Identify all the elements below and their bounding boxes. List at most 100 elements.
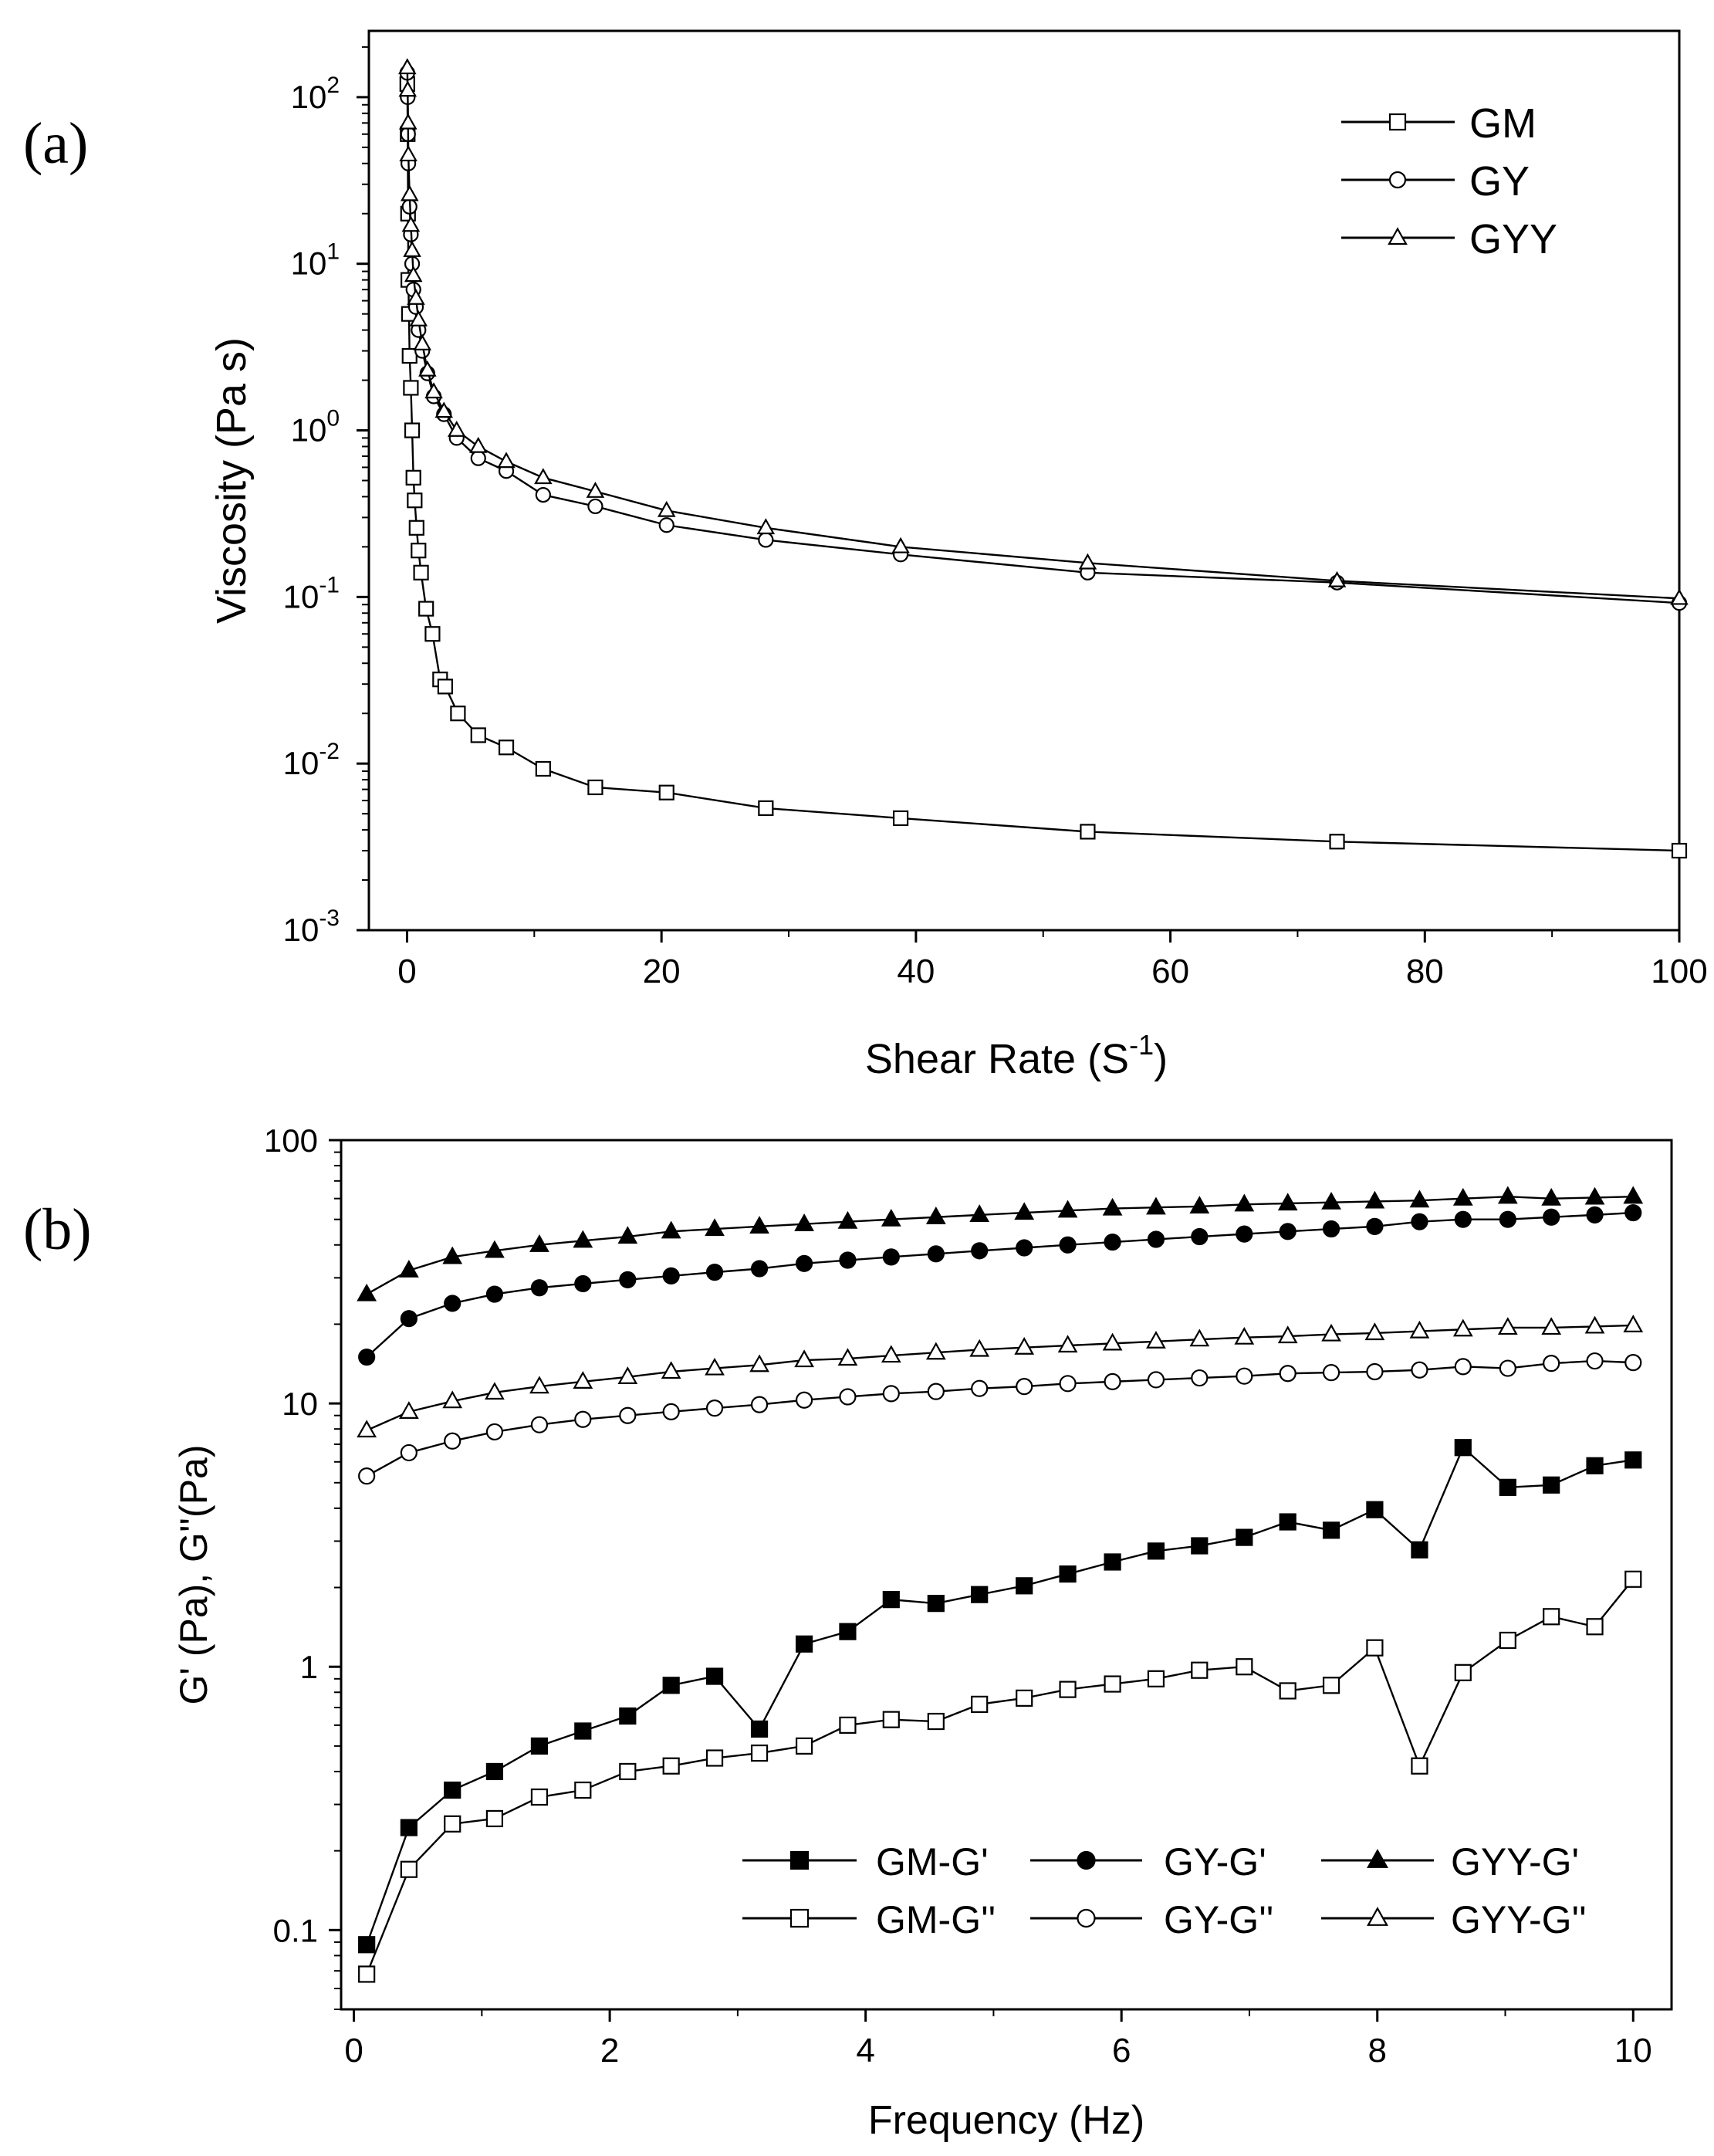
data-point — [413, 564, 429, 580]
data-point — [705, 1264, 724, 1281]
legend-label: GYY — [1469, 216, 1557, 262]
data-point — [1014, 1202, 1035, 1220]
series-line — [366, 1359, 1634, 1477]
data-point — [398, 1260, 419, 1278]
series-gm-gp — [358, 1439, 1642, 1954]
y-tick-label: 101 — [291, 239, 340, 282]
data-point — [971, 1586, 989, 1603]
data-point — [1191, 1661, 1209, 1679]
data-point — [573, 1371, 593, 1389]
legend: GM-G' GY-G' GYY-G' GM-G'' GY-G'' GYY-G'' — [742, 1840, 1587, 1941]
data-point — [1322, 1677, 1340, 1694]
legend-label: GY — [1469, 158, 1530, 205]
panel-label-a: (a) — [23, 111, 89, 176]
data-point — [1189, 1196, 1210, 1213]
data-point — [574, 1722, 592, 1740]
x-tick-label: 0 — [397, 953, 416, 990]
data-point — [1409, 1320, 1430, 1339]
data-point — [498, 740, 515, 756]
data-point — [444, 1781, 461, 1799]
data-point — [617, 1366, 638, 1384]
data-point — [705, 1749, 724, 1767]
data-point — [795, 1391, 813, 1409]
data-point — [891, 536, 910, 553]
data-point — [1452, 1318, 1473, 1337]
data-point — [1411, 1213, 1428, 1230]
data-point — [1279, 1365, 1296, 1383]
data-point — [657, 500, 676, 517]
data-point — [411, 543, 427, 559]
x-tick-label: 4 — [856, 2032, 874, 2070]
data-point — [1016, 1239, 1033, 1257]
data-point — [1499, 1478, 1516, 1496]
data-point — [1059, 1375, 1077, 1393]
data-point — [619, 1406, 637, 1424]
data-point — [1102, 1197, 1123, 1216]
data-point — [971, 1695, 989, 1713]
x-tick-label: 80 — [1406, 953, 1444, 990]
data-point — [1059, 1236, 1077, 1254]
series-line — [406, 73, 1680, 604]
data-point — [1497, 1186, 1518, 1204]
series-gy-gp — [358, 1203, 1642, 1366]
data-point — [1147, 1371, 1165, 1389]
data-point — [485, 1762, 504, 1781]
data-point — [705, 1218, 725, 1237]
series-line — [366, 1446, 1634, 1945]
data-point — [758, 800, 774, 817]
data-point — [573, 1230, 593, 1248]
data-point — [400, 1444, 418, 1462]
x-axis-label: Frequency (Hz) — [868, 2098, 1144, 2143]
data-point — [969, 1204, 990, 1222]
data-point — [658, 517, 674, 533]
data-point — [1586, 1618, 1604, 1636]
legend-label: GM-G' — [876, 1840, 989, 1884]
data-point — [530, 1788, 549, 1806]
data-point — [424, 626, 441, 642]
legend-label: GY-G' — [1164, 1840, 1266, 1884]
data-point — [619, 1271, 637, 1288]
data-point — [470, 450, 486, 466]
data-point — [1366, 1501, 1384, 1518]
legend-marker — [1388, 227, 1408, 245]
legend-marker — [1388, 113, 1407, 131]
data-point — [398, 58, 417, 75]
legend-marker — [789, 1850, 810, 1870]
data-point — [794, 1213, 814, 1231]
series-line — [406, 83, 1680, 852]
data-point — [405, 469, 421, 486]
data-point — [837, 1210, 858, 1229]
legend-marker — [1388, 171, 1407, 189]
data-point — [925, 1207, 946, 1224]
data-point — [403, 380, 419, 396]
data-point — [1104, 1675, 1121, 1693]
data-point — [1452, 1187, 1473, 1206]
data-point — [1670, 588, 1689, 605]
data-point — [1234, 1326, 1255, 1345]
series-gm-gpp — [358, 1570, 1642, 1983]
data-point — [399, 145, 418, 162]
data-point — [1586, 1206, 1604, 1224]
data-point — [1499, 1631, 1516, 1650]
data-point — [485, 1423, 504, 1441]
data-point — [468, 436, 488, 453]
data-point — [1366, 1639, 1384, 1657]
data-point — [485, 1240, 505, 1258]
data-point — [1147, 1542, 1165, 1560]
legend: GM GY GYY — [1341, 100, 1557, 262]
data-point — [1322, 1364, 1340, 1382]
data-point — [750, 1260, 769, 1278]
data-point — [1016, 1689, 1033, 1707]
series-line — [366, 1579, 1635, 1975]
data-point — [497, 452, 516, 469]
y-tick-label: 10-1 — [283, 572, 340, 614]
data-point — [470, 727, 486, 743]
data-point — [1016, 1378, 1033, 1396]
x-tick-label: 10 — [1614, 2032, 1652, 2070]
data-point — [400, 184, 419, 201]
series-line — [366, 1324, 1634, 1432]
data-point — [794, 1349, 814, 1368]
data-point — [587, 498, 603, 515]
data-point — [662, 1757, 680, 1775]
